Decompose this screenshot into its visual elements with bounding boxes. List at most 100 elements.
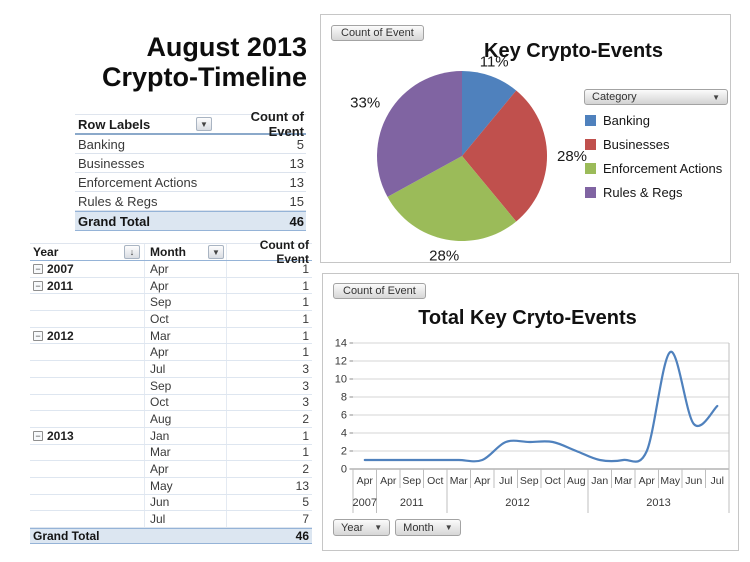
dropdown-icon: ▼ [444, 523, 453, 532]
year-label: 2013 [47, 428, 74, 443]
month-filter-button[interactable]: ▼ [208, 245, 224, 259]
summary-grand-total-row: Grand Total 46 [75, 211, 306, 231]
month-cell: May [145, 477, 227, 494]
year-cell [30, 311, 145, 327]
month-cell: Aug [145, 411, 227, 427]
count-cell: 2 [302, 462, 309, 477]
table-row: Apr 2 [30, 461, 312, 478]
line-series [363, 350, 719, 463]
year-cell [30, 461, 145, 477]
month-cell: Jan [145, 427, 227, 444]
count-cell: 5 [302, 495, 309, 510]
year-cell [30, 494, 145, 511]
summary-pivot-table: Row Labels ▼ Count of Event Banking 5 Busi… [75, 109, 306, 231]
month-cell: Sep [145, 294, 227, 311]
count-cell: 7 [302, 512, 309, 527]
count-of-event-field-button[interactable]: Count of Event [333, 283, 426, 299]
legend-item: Enforcement Actions [585, 156, 722, 180]
pie-chart-panel: Count of Event Key Crypto-Events 11% 28% 2… [320, 14, 731, 263]
detail-header-row: Year ↓ Month ▼ Count of Event [30, 238, 312, 266]
table-row: Mar 1 [30, 444, 312, 462]
detail-grand-total-value: 46 [295, 529, 309, 543]
table-row: −2011 Apr 1 [30, 277, 312, 295]
month-tick-label: Jan [591, 475, 608, 487]
line-chart-title: Total Key Cryto-Events [418, 307, 637, 329]
legend-label: Businesses [603, 136, 670, 152]
pie-percent-label: 28% [557, 148, 587, 165]
month-tick-label: Jul [711, 475, 724, 487]
legend-label: Banking [603, 112, 650, 128]
year-cell [30, 294, 145, 311]
row-label-cell: Businesses [78, 155, 145, 171]
axis-field-buttons: Year ▼ Month ▼ [333, 519, 461, 536]
year-cell [30, 444, 145, 461]
dropdown-icon: ▼ [374, 523, 383, 532]
filter-dropdown-icon: ▼ [212, 247, 220, 257]
month-axis-field-button[interactable]: Month ▼ [395, 519, 461, 536]
detail-rows: −2007 Apr 1−2011 Apr 1 Sep 1 Oct 1−2012 Mar 1 Apr 1 J… [30, 261, 312, 528]
table-row: Enforcement Actions 13 [75, 173, 306, 192]
legend-swatch [585, 162, 596, 174]
row-labels-filter-button[interactable]: ▼ [196, 117, 212, 131]
month-tick-label: May [660, 475, 681, 487]
year-cell: −2007 [30, 261, 145, 277]
table-row: Jul 7 [30, 511, 312, 528]
month-button-label: Month [403, 521, 434, 534]
count-of-event-field-button[interactable]: Count of Event [331, 25, 424, 41]
month-tick-label: Jun [685, 475, 702, 487]
count-cell: 13 [289, 155, 304, 171]
legend-item: Banking [585, 108, 722, 132]
detail-col-month: Month [150, 245, 186, 259]
month-tick-label: Sep [520, 475, 539, 487]
collapse-icon[interactable]: − [33, 263, 43, 274]
month-tick-label: Apr [474, 475, 491, 487]
category-field-button[interactable]: Category ▼ [584, 89, 728, 105]
month-cell: Jul [145, 361, 227, 377]
year-cell [30, 394, 145, 411]
summary-col-count: Count of Event [250, 109, 304, 139]
year-cell [30, 411, 145, 427]
month-cell: Oct [145, 394, 227, 411]
month-tick-label: Mar [614, 475, 633, 487]
month-cell: Mar [145, 444, 227, 461]
count-cell: 13 [295, 478, 309, 493]
legend-swatch [585, 186, 596, 198]
detail-grand-total-label: Grand Total [33, 529, 100, 543]
count-cell: 1 [302, 278, 309, 293]
legend-label: Enforcement Actions [603, 160, 723, 176]
table-row: −2012 Mar 1 [30, 327, 312, 345]
table-row: −2013 Jan 1 [30, 427, 312, 445]
table-row: Apr 1 [30, 344, 312, 362]
legend-label: Rules & Regs [603, 184, 683, 200]
y-tick-label: 0 [341, 464, 347, 476]
summary-col-row-labels: Row Labels [78, 116, 151, 132]
count-cell: 13 [289, 174, 304, 190]
pie-percent-label: 11% [480, 54, 509, 71]
table-row: Businesses 13 [75, 154, 306, 173]
count-cell: 3 [302, 395, 309, 410]
month-tick-label: Apr [357, 475, 374, 487]
month-tick-label: Oct [427, 475, 443, 487]
count-cell: 1 [302, 428, 309, 443]
y-tick-label: 6 [341, 410, 347, 422]
page-title: August 2013 Crypto-Timeline [40, 32, 307, 92]
count-cell: 3 [302, 378, 309, 393]
collapse-icon[interactable]: − [33, 430, 43, 441]
year-label: 2007 [47, 261, 74, 276]
count-cell: 1 [302, 328, 309, 343]
line-chart-panel: Count of Event Total Key Cryto-Events 0 2… [322, 273, 739, 551]
year-axis-field-button[interactable]: Year ▼ [333, 519, 391, 536]
legend-item: Rules & Regs [585, 180, 722, 204]
table-row: Rules & Regs 15 [75, 192, 306, 211]
pie-slice-2 [387, 156, 517, 242]
sort-descending-icon: ↓ [129, 247, 135, 257]
collapse-icon[interactable]: − [33, 280, 43, 291]
collapse-icon[interactable]: − [33, 330, 43, 341]
table-row: Jul 3 [30, 361, 312, 378]
pie-percent-label: 33% [350, 95, 380, 112]
year-sort-filter-button[interactable]: ↓ [124, 245, 140, 259]
dropdown-icon: ▼ [712, 92, 720, 102]
pie-legend: Banking Businesses Enforcement Actions Rule… [585, 108, 722, 204]
line-chart: 0 2 4 6 8 10 12 14 Apr Apr Sep Oct Mar Apr Jul Sep Oct Au… [335, 338, 730, 513]
count-cell: 2 [302, 412, 309, 427]
